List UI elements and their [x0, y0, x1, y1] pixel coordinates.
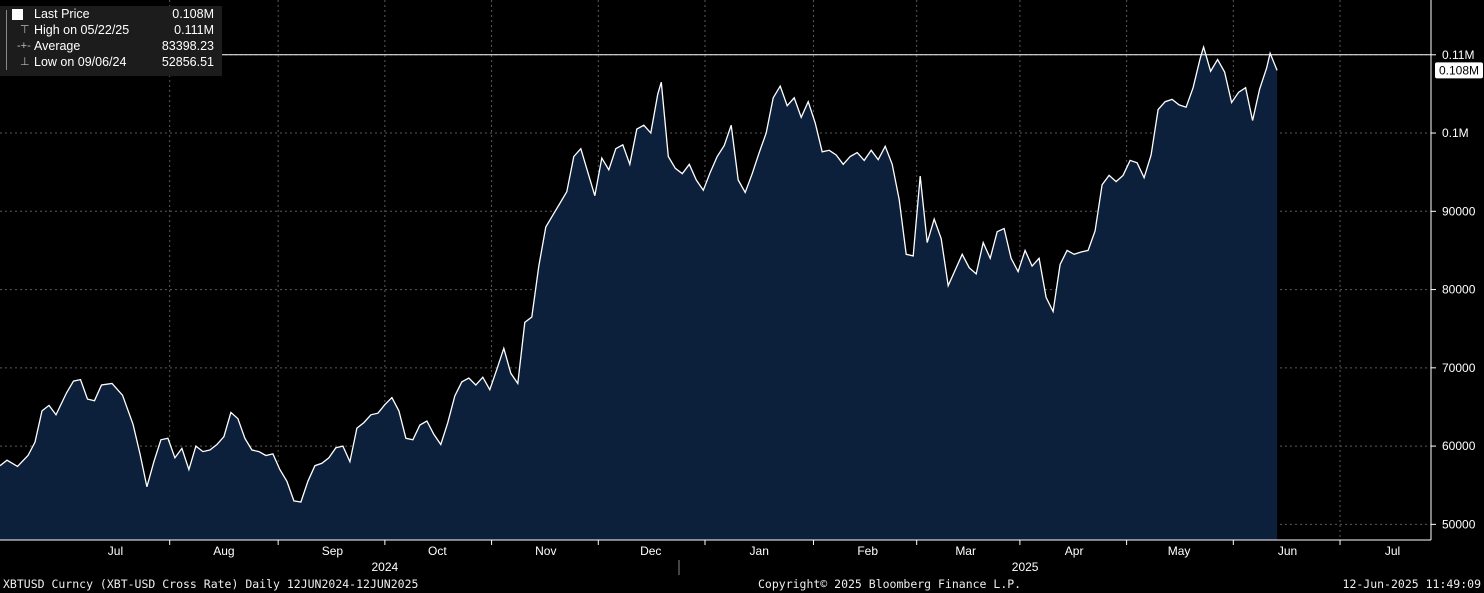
y-tick-label: 70000 — [1442, 361, 1476, 375]
x-year-label: 2025 — [1012, 560, 1039, 574]
legend-row-average[interactable]: -+- Average 83398.23 — [0, 38, 222, 54]
price-line — [0, 44, 1278, 503]
legend-value-last-price: 0.108M — [172, 7, 214, 21]
x-tick-label: Sep — [322, 544, 344, 558]
x-tick-label: Jul — [1385, 544, 1400, 558]
x-tick-label: May — [1168, 544, 1191, 558]
y-tick-label: 80000 — [1442, 283, 1476, 297]
last-price-tag-label: 0.108M — [1439, 63, 1479, 77]
high-marker-icon: ⊤ — [20, 24, 30, 36]
price-area-fill — [0, 47, 1278, 540]
x-tick-label: Apr — [1065, 544, 1084, 558]
x-tick-label: Dec — [640, 544, 661, 558]
x-tick-label: Aug — [213, 544, 234, 558]
footer-copyright: Copyright© 2025 Bloomberg Finance L.P. — [758, 577, 1022, 591]
x-tick-label: Jun — [1278, 544, 1297, 558]
x-tick-label: Feb — [857, 544, 878, 558]
legend-row-low[interactable]: ⊥ Low on 09/06/24 52856.51 — [0, 54, 222, 70]
x-year-label: 2024 — [372, 560, 399, 574]
x-tick-label: Jan — [750, 544, 769, 558]
legend-panel: Last Price 0.108M ⊤ High on 05/22/25 0.1… — [0, 6, 222, 76]
last-price-tag-bg — [1435, 62, 1483, 79]
x-tick-label: Nov — [535, 544, 556, 558]
y-tick-label: 60000 — [1442, 439, 1476, 453]
legend-value-average: 83398.23 — [161, 39, 214, 53]
legend-value-high: 0.111M — [174, 23, 214, 37]
y-tick-label: 0.1M — [1442, 126, 1469, 140]
y-tick-label: 0.11M — [1442, 48, 1474, 62]
x-tick-label: Jul — [108, 544, 123, 558]
average-marker-icon: -+- — [17, 40, 31, 52]
legend-label-low: Low on 09/06/24 — [34, 55, 127, 69]
last-price-tag: 0.108M — [1435, 62, 1483, 79]
y-tick-label: 50000 — [1442, 517, 1476, 531]
legend-label-high: High on 05/22/25 — [34, 23, 130, 37]
last-price-swatch — [12, 9, 23, 20]
footer-ticker: XBTUSD Curncy (XBT-USD Cross Rate) Daily… — [3, 577, 419, 591]
low-marker-icon: ⊥ — [20, 56, 30, 68]
y-tick-label: 90000 — [1442, 204, 1476, 218]
y-axis-ticks: 50000 60000 70000 80000 90000 0.1M 0.11M — [1431, 48, 1476, 531]
legend-tree-connector — [6, 10, 15, 70]
legend-row-high[interactable]: ⊤ High on 05/22/25 0.111M — [0, 22, 222, 38]
x-tick-label: Mar — [955, 544, 976, 558]
legend-label-average: Average — [34, 39, 81, 53]
x-axis-ticks: Jul Aug Sep Oct Nov Dec Jan Feb Mar Apr May Jun Jul 2… — [108, 540, 1400, 574]
legend-row-last-price[interactable]: Last Price 0.108M — [0, 6, 222, 22]
legend-label-last-price: Last Price — [34, 7, 90, 21]
legend-value-low: 52856.51 — [161, 55, 214, 69]
footer-timestamp: 12-Jun-2025 11:49:09 — [1342, 577, 1481, 591]
x-tick-label: Oct — [428, 544, 447, 558]
